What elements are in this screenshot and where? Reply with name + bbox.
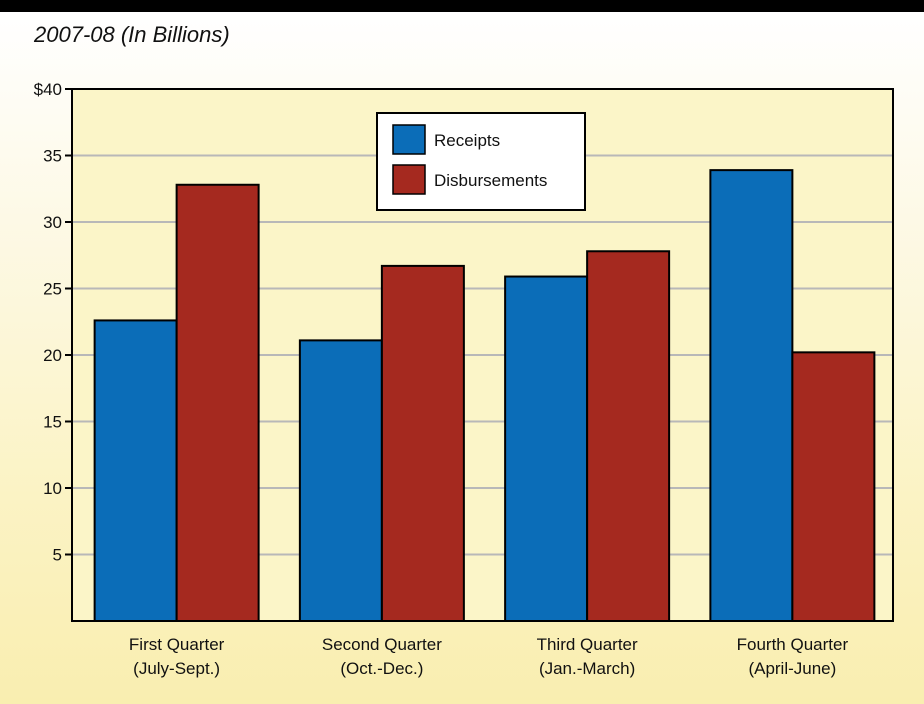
x-tick-label: Second Quarter [322,635,442,654]
bars [93,169,876,622]
bar-disbursements-1 [175,183,260,622]
x-tick-label: (Oct.-Dec.) [340,659,423,678]
y-axis: $40 35 30 25 20 15 10 5 [34,80,72,565]
bar-receipts-3 [504,275,589,622]
chart-title: 2007-08 (In Billions) [34,22,230,47]
y-tick-label: 15 [43,413,62,432]
bar-receipts-4 [709,169,794,622]
bar-receipts-2 [298,339,383,622]
x-tick-label: Fourth Quarter [737,635,849,654]
legend: Receipts Disbursements [376,112,586,211]
x-tick-label: (Jan.-March) [539,659,635,678]
x-tick-label: Third Quarter [537,635,638,654]
bar-disbursements-2 [380,264,465,622]
x-tick-label: (July-Sept.) [133,659,220,678]
legend-label-receipts: Receipts [434,131,500,150]
y-tick-label: 25 [43,280,62,299]
x-tick-label: (April-June) [748,659,836,678]
bar-receipts-1 [93,319,178,622]
legend-swatch-disbursements [392,164,426,195]
y-tick-label: 35 [43,147,62,166]
bar-disbursements-3 [586,250,671,622]
y-tick-label: 5 [53,546,62,565]
bar-disbursements-4 [791,351,876,622]
y-tick-label: 30 [43,213,62,232]
legend-swatch-receipts [392,124,426,155]
legend-label-disbursements: Disbursements [434,171,547,190]
y-tick-label: 10 [43,479,62,498]
x-axis: First Quarter (July-Sept.) Second Quarter (… [129,635,849,678]
y-tick-label: $40 [34,80,62,99]
top-rule [0,0,924,12]
y-tick-label: 20 [43,346,62,365]
x-tick-label: First Quarter [129,635,225,654]
